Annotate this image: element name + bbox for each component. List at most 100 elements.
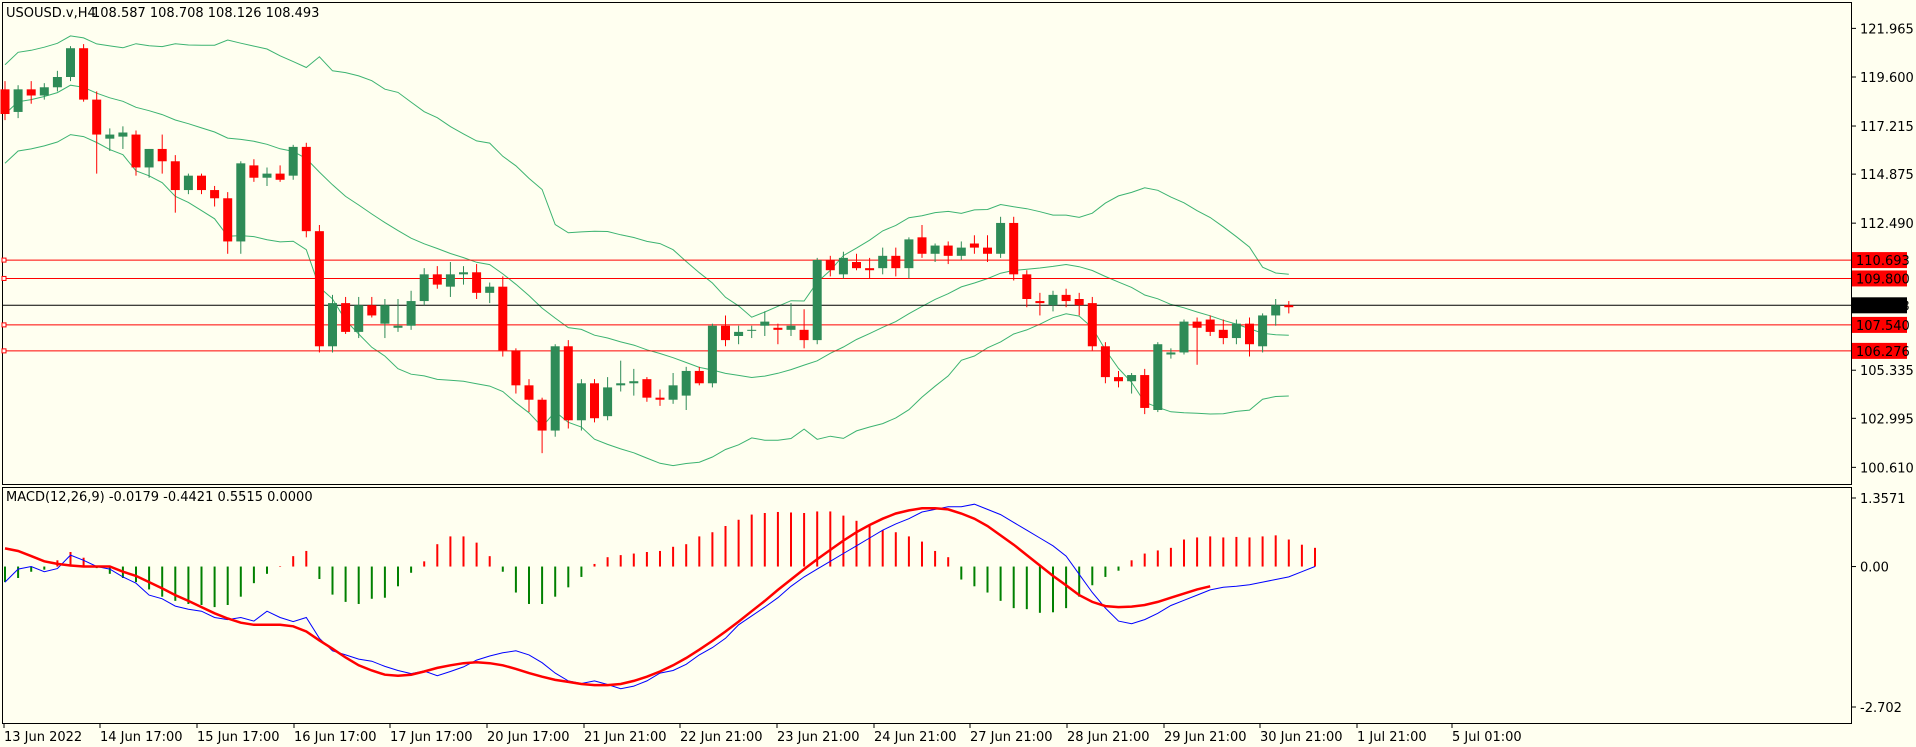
candle-body	[498, 286, 508, 351]
candle	[288, 144, 298, 180]
current-price-label: 108.493	[1856, 299, 1910, 314]
candle	[616, 360, 626, 392]
candle	[1218, 319, 1228, 345]
candle-body	[996, 222, 1006, 254]
candle	[170, 155, 180, 213]
candle-body	[1074, 299, 1084, 306]
macd-pane-frame	[2, 487, 1852, 724]
candle-body	[144, 148, 154, 168]
candle	[969, 235, 979, 254]
candle-body	[1192, 321, 1202, 328]
candle	[301, 142, 311, 238]
candle-body	[655, 397, 665, 400]
candle-body	[786, 325, 796, 330]
time-tick-label: 27 Jun 21:00	[970, 730, 1053, 745]
candle-body	[1271, 305, 1281, 316]
candle	[865, 257, 875, 279]
candle-body	[799, 329, 809, 341]
candle-body	[760, 321, 770, 326]
candle-body	[406, 301, 416, 326]
candle	[852, 253, 861, 271]
candle	[629, 368, 639, 396]
candle	[236, 161, 246, 254]
candle-body	[721, 325, 730, 341]
candle-body	[838, 257, 848, 275]
price-tick-label: 100.610	[1860, 461, 1914, 476]
candle	[943, 241, 953, 265]
candle	[655, 389, 665, 406]
candle	[524, 379, 534, 413]
price-level-label: 109.800	[1856, 272, 1910, 287]
candle	[1035, 292, 1045, 316]
candle-body	[341, 303, 351, 332]
time-tick-label: 16 Jun 17:00	[294, 730, 377, 745]
candle	[1114, 370, 1123, 388]
candle-body	[197, 175, 206, 191]
candle-body	[1048, 294, 1058, 306]
candle	[563, 340, 573, 429]
candle	[1087, 296, 1097, 351]
candle	[812, 257, 822, 345]
macd-pane[interactable]	[4, 503, 1316, 690]
price-level-label: 110.693	[1856, 254, 1910, 269]
candle	[13, 85, 23, 119]
signal-line	[4, 507, 1211, 687]
price-pane[interactable]	[0, 35, 1852, 467]
candle	[1166, 348, 1176, 359]
candle-body	[747, 329, 757, 331]
current-price-tag	[1852, 297, 1907, 314]
macd-axis: 1.3571 0.00 -2.702	[1851, 492, 1906, 716]
candle-body	[210, 190, 220, 199]
candle	[341, 296, 351, 334]
candle-body	[1087, 303, 1097, 347]
price-tick-label: 102.995	[1860, 412, 1914, 427]
candle-body	[118, 132, 128, 137]
candle	[1258, 313, 1268, 353]
candle	[590, 379, 599, 423]
candle	[1271, 299, 1281, 326]
candle	[92, 91, 102, 174]
candle	[1022, 270, 1032, 308]
candle-body	[105, 134, 115, 139]
bb-upper-line	[4, 35, 1289, 318]
candle-body	[694, 370, 704, 384]
candle-body	[1035, 301, 1045, 304]
candle-body	[157, 148, 167, 162]
candle	[799, 309, 809, 349]
macd-line	[4, 503, 1316, 690]
candle	[223, 192, 233, 254]
candle	[1048, 290, 1058, 312]
candle-body	[419, 274, 429, 302]
macd-tick-label: 1.3571	[1860, 492, 1906, 507]
candle-body	[537, 399, 547, 431]
candle	[66, 46, 75, 82]
candle	[262, 167, 272, 186]
candle-body	[380, 305, 390, 324]
candle-body	[773, 327, 783, 330]
candle-body	[825, 259, 835, 271]
candle-body	[550, 346, 560, 431]
candle	[721, 315, 730, 347]
candle	[105, 128, 115, 151]
candle	[668, 373, 678, 404]
price-level-tag	[1852, 252, 1907, 269]
candle	[39, 83, 49, 100]
candle-body	[681, 370, 691, 396]
candle-body	[39, 87, 49, 96]
candle-body	[288, 146, 298, 176]
candle-body	[852, 262, 861, 269]
candle	[891, 247, 901, 277]
candle	[603, 377, 613, 421]
candle	[275, 165, 285, 182]
candle	[485, 282, 495, 304]
candle-body	[1009, 222, 1019, 275]
candle-body	[1179, 321, 1189, 353]
time-tick-label: 29 Jun 21:00	[1164, 730, 1247, 745]
candle-body	[354, 305, 364, 332]
candle	[983, 235, 992, 262]
candle-body	[904, 239, 914, 269]
price-level-label: 106.276	[1856, 345, 1910, 360]
candle-body	[917, 237, 927, 254]
